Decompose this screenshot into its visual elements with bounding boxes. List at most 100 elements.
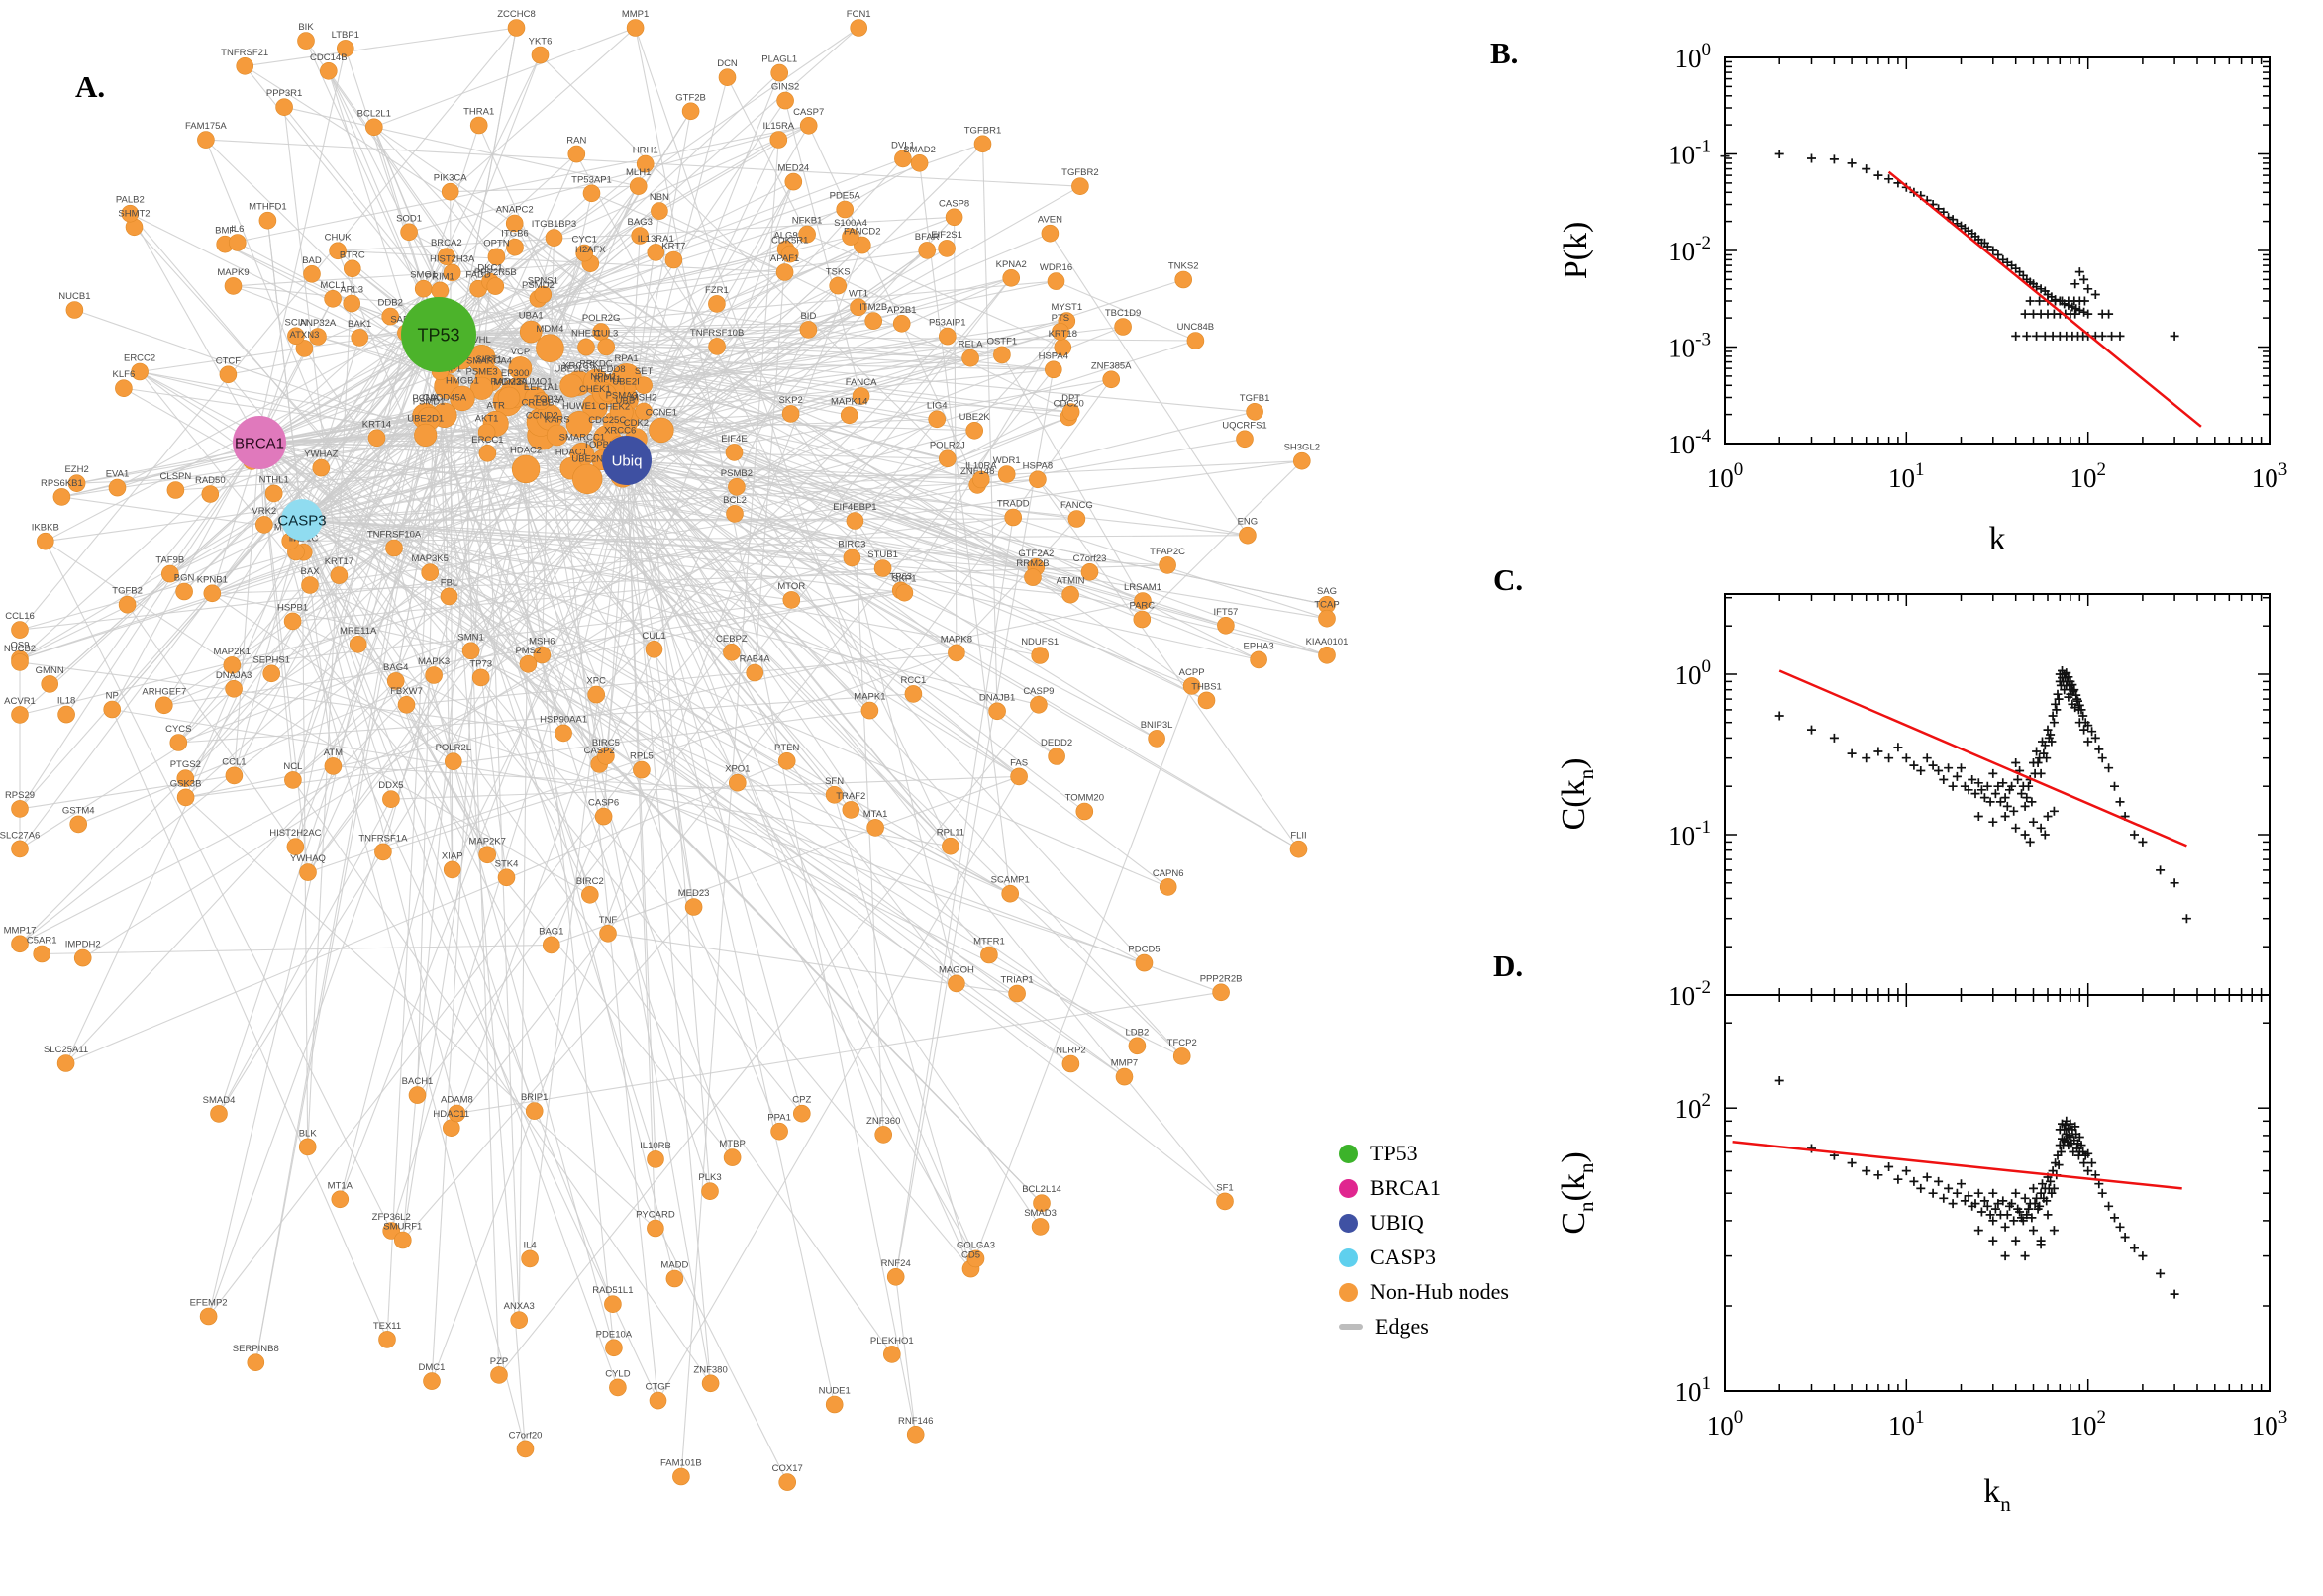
svg-text:RAD23A: RAD23A (491, 376, 529, 387)
svg-text:SCAMP1: SCAMP1 (991, 875, 1030, 886)
svg-text:OSTF1: OSTF1 (987, 336, 1018, 347)
svg-text:101: 101 (1675, 1373, 1712, 1407)
gene-node (580, 885, 599, 904)
gene-node (904, 685, 923, 703)
svg-text:CASP7: CASP7 (793, 107, 824, 118)
svg-text:HMGB1: HMGB1 (446, 376, 479, 387)
gene-node (374, 843, 392, 861)
svg-text:KPNA2: KPNA2 (996, 259, 1027, 270)
gene-node (1001, 884, 1020, 903)
svg-text:MRE11A: MRE11A (340, 626, 377, 637)
gene-node (1250, 650, 1267, 669)
svg-text:C5AR1: C5AR1 (27, 936, 57, 947)
gene-node (1186, 332, 1205, 349)
svg-text:HDAC11: HDAC11 (433, 1109, 469, 1120)
svg-text:DDX5: DDX5 (378, 780, 403, 791)
svg-text:DPT: DPT (1061, 393, 1080, 404)
gene-node (575, 244, 594, 262)
svg-text:TNFRSF10A: TNFRSF10A (367, 530, 422, 541)
gene-node (1061, 1054, 1080, 1073)
svg-text:MDM4: MDM4 (536, 324, 563, 335)
gene-node (784, 172, 803, 191)
svg-text:IL15RA: IL15RA (762, 121, 794, 132)
gene-node (778, 1473, 797, 1491)
gene-node (219, 365, 238, 384)
gene-node (201, 485, 220, 503)
svg-text:10-1: 10-1 (1668, 817, 1711, 850)
gene-node (236, 57, 253, 75)
svg-text:OS9: OS9 (10, 641, 29, 651)
panel-d-points (1774, 1076, 2179, 1299)
hub-node-brca1 (233, 416, 286, 469)
gene-node (1216, 1192, 1234, 1211)
svg-text:SCIN: SCIN (285, 317, 308, 328)
svg-text:PLAGL1: PLAGL1 (761, 54, 797, 65)
svg-text:C7orf20: C7orf20 (509, 1430, 543, 1441)
gene-node (1172, 1047, 1191, 1065)
gene-node (382, 1222, 401, 1240)
svg-text:RNF24: RNF24 (881, 1258, 911, 1269)
gene-node (886, 1268, 905, 1286)
svg-text:DNAJA3: DNAJA3 (216, 670, 252, 681)
gene-node (780, 245, 799, 263)
svg-text:UBE2K: UBE2K (960, 412, 991, 423)
svg-text:VHL: VHL (472, 335, 490, 346)
svg-text:CHUK: CHUK (325, 232, 353, 243)
svg-text:UBE2I: UBE2I (612, 377, 639, 388)
svg-text:10-3: 10-3 (1668, 330, 1711, 363)
legend-item-label: BRCA1 (1370, 1175, 1441, 1200)
svg-text:EIF4E: EIF4E (721, 434, 747, 445)
svg-text:BGN: BGN (174, 573, 195, 584)
svg-text:VCP: VCP (511, 347, 531, 357)
svg-text:MMP17: MMP17 (4, 925, 37, 936)
svg-text:PTEN: PTEN (774, 743, 799, 753)
svg-text:BIK: BIK (298, 22, 314, 33)
gene-node (511, 454, 541, 484)
gene-node (587, 685, 606, 704)
svg-text:MMP7: MMP7 (1111, 1058, 1138, 1069)
legend-node-swatch-icon (1339, 1178, 1358, 1198)
protein-interaction-network: MDM2MDM4CDK2CDK7CCNG1CCNE1CCND2CDC25CCHE… (0, 9, 1348, 1491)
gene-node (254, 516, 273, 534)
gene-node (408, 1086, 427, 1104)
gene-node (11, 935, 29, 953)
svg-text:HIST2H3A: HIST2H3A (430, 253, 475, 264)
gene-node (864, 312, 883, 330)
svg-text:PALB2: PALB2 (116, 195, 145, 206)
gene-node (604, 1295, 622, 1313)
gene-node (169, 734, 188, 751)
svg-text:RNF146: RNF146 (898, 1416, 933, 1427)
gene-node (262, 664, 281, 683)
svg-text:PZP: PZP (490, 1356, 508, 1367)
gene-node (1045, 360, 1062, 379)
gene-node (52, 488, 71, 506)
svg-text:CDK2: CDK2 (624, 418, 649, 429)
svg-text:FAM175A: FAM175A (185, 121, 227, 132)
gene-node (850, 19, 868, 37)
gene-node (565, 410, 593, 438)
gene-node (988, 702, 1006, 721)
svg-text:CCND2: CCND2 (526, 410, 558, 421)
svg-text:POLR2J: POLR2J (930, 440, 965, 450)
gene-node (629, 177, 648, 195)
svg-text:CCL1: CCL1 (222, 756, 246, 767)
gene-node (846, 512, 864, 530)
gene-node (258, 211, 277, 230)
gene-node (649, 1391, 667, 1410)
gene-node (103, 700, 121, 719)
svg-text:CAPN6: CAPN6 (1153, 868, 1184, 879)
gene-node (860, 701, 879, 720)
legend-item-label: TP53 (1370, 1141, 1418, 1165)
gene-node (506, 238, 524, 256)
gene-node (718, 68, 737, 86)
panel-b-points (1720, 150, 2179, 341)
gene-node (400, 223, 418, 242)
svg-text:TNFRSF21: TNFRSF21 (221, 48, 268, 58)
gene-node (746, 663, 764, 682)
gene-node (519, 320, 543, 344)
svg-text:PIK3CA: PIK3CA (434, 173, 467, 184)
gene-node (470, 376, 494, 400)
network-nodes (11, 19, 1336, 1491)
svg-text:TOP2A: TOP2A (534, 394, 565, 405)
